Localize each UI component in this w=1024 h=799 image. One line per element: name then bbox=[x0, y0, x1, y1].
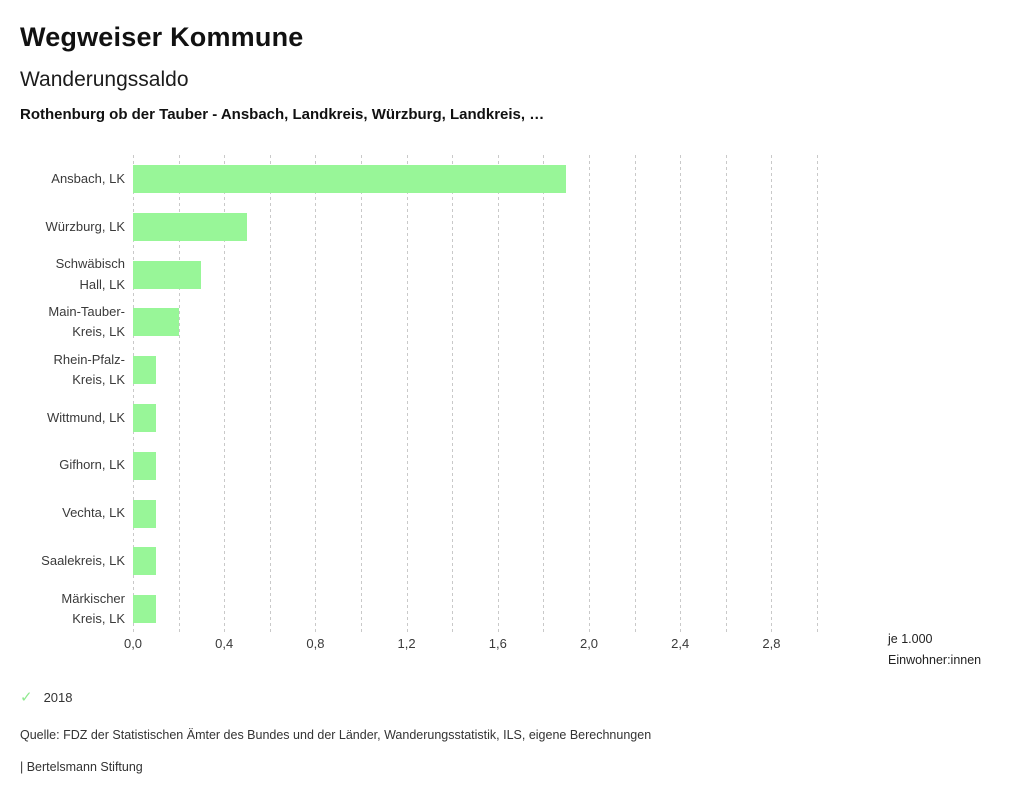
gridline bbox=[725, 155, 727, 633]
gridline bbox=[497, 155, 499, 633]
gridline bbox=[361, 155, 362, 633]
category-label: Ansbach, LK bbox=[51, 170, 125, 186]
category-label: Vechta, LK bbox=[62, 505, 125, 521]
axis-unit-line: je 1.000 bbox=[888, 632, 933, 646]
bar[interactable] bbox=[133, 451, 156, 480]
chart-context-line: Rothenburg ob der Tauber - Ansbach, Land… bbox=[20, 106, 545, 123]
axis-unit-line: Einwohner:innen bbox=[888, 653, 982, 667]
axis-unit-label: je 1.000 Einwohner:innen bbox=[888, 629, 981, 671]
gridline bbox=[680, 155, 682, 633]
category-label: Wittmund, LK bbox=[46, 409, 125, 425]
x-tick-label: 1,2 bbox=[397, 636, 416, 651]
x-tick-label: 0,0 bbox=[123, 636, 143, 651]
x-tick-label: 0,8 bbox=[306, 636, 325, 651]
gridline bbox=[315, 155, 317, 633]
brand-text: | Bertelsmann Stiftung bbox=[20, 760, 143, 774]
gridline bbox=[817, 155, 818, 633]
x-tick-label: 2,4 bbox=[671, 636, 690, 651]
x-axis-ticks: 0,0 0,4 0,8 1,2 1,6 2,0 2,4 2,8 bbox=[124, 636, 833, 654]
bar[interactable] bbox=[133, 403, 156, 432]
bar[interactable] bbox=[133, 547, 156, 576]
gridline bbox=[178, 155, 180, 633]
gridline bbox=[634, 155, 636, 633]
bar[interactable] bbox=[133, 499, 156, 528]
plot-area bbox=[133, 155, 818, 633]
bar[interactable] bbox=[133, 260, 202, 289]
gridline bbox=[406, 155, 408, 633]
gridline bbox=[771, 155, 773, 633]
bar[interactable] bbox=[133, 212, 247, 241]
category-label: Main-Tauber- Kreis, LK bbox=[48, 303, 125, 340]
x-tick-label: 1,6 bbox=[488, 636, 507, 651]
category-label: Gifhorn, LK bbox=[59, 457, 125, 473]
legend: ✓ 2018 bbox=[20, 687, 73, 707]
gridline bbox=[133, 155, 134, 633]
bar[interactable] bbox=[133, 164, 567, 193]
category-label: Märkischer Kreis, LK bbox=[61, 590, 125, 627]
x-tick-label: 2,0 bbox=[579, 636, 599, 651]
gridline bbox=[543, 155, 545, 633]
category-label: Würzburg, LK bbox=[45, 218, 125, 234]
x-tick-label: 0,4 bbox=[215, 636, 234, 651]
x-tick-label: 2,8 bbox=[762, 636, 781, 651]
gridline bbox=[452, 155, 454, 633]
bar[interactable] bbox=[133, 595, 156, 624]
legend-year-label[interactable]: 2018 bbox=[43, 689, 73, 705]
gridline bbox=[224, 155, 226, 633]
source-text: Quelle: FDZ der Statistischen Ämter des … bbox=[20, 728, 652, 742]
gridline bbox=[589, 155, 590, 633]
check-icon: ✓ bbox=[20, 688, 33, 706]
category-label: Rhein-Pfalz- Kreis, LK bbox=[53, 351, 125, 388]
gridline bbox=[269, 155, 271, 633]
bar[interactable] bbox=[133, 308, 179, 337]
category-label: Saalekreis, LK bbox=[41, 553, 125, 568]
chart-title: Wanderungssaldo bbox=[20, 68, 189, 91]
app-title: Wegweiser Kommune bbox=[20, 22, 304, 52]
category-label: Schwäbisch Hall, LK bbox=[55, 256, 125, 292]
bar[interactable] bbox=[133, 356, 156, 385]
